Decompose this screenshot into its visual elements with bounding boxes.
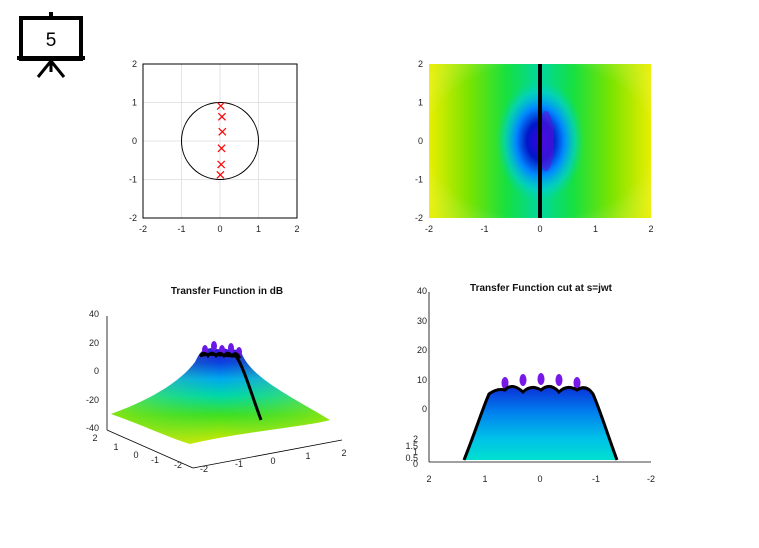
pole-marker — [216, 170, 225, 179]
cut-peak — [573, 377, 581, 389]
cut-peak — [537, 373, 545, 385]
pole-marker-stroke — [217, 144, 226, 153]
z-tick-label: -20 — [86, 395, 99, 405]
y-tick-label: 2 — [418, 59, 423, 69]
x-tick-label: -1 — [177, 224, 185, 234]
x-floor-axis — [192, 439, 343, 469]
z-tick-label: 40 — [417, 286, 427, 296]
x-tick-label: 0 — [537, 224, 542, 234]
x-tick-label: -2 — [200, 464, 208, 474]
y-tick-label: -1 — [151, 455, 159, 465]
cut-outline — [462, 385, 619, 461]
x-tick-label: 2 — [341, 448, 346, 458]
pole-marker — [218, 127, 227, 136]
y-tick-label: 1 — [132, 98, 137, 108]
pole-marker — [217, 112, 226, 121]
z-tick-label: -40 — [86, 423, 99, 433]
y-tick-label: 1 — [113, 442, 118, 452]
y-tick-label: 1 — [413, 447, 418, 457]
chart-title: Transfer Function cut at s=jwt — [470, 283, 613, 294]
y-tick-label: -1 — [129, 175, 137, 185]
pole-marker-stroke — [218, 127, 227, 136]
z-tick-label: 30 — [417, 316, 427, 326]
chart-title: Transfer Function in dB — [171, 286, 283, 297]
x-tick-label: -1 — [480, 224, 488, 234]
pole-marker-stroke — [216, 101, 225, 110]
unit-circle — [181, 102, 259, 180]
x-tick-label: 1 — [256, 224, 261, 234]
x-tick-label: 1 — [305, 451, 310, 461]
y-tick-label: 0 — [132, 136, 137, 146]
cut-peak — [519, 374, 527, 386]
y-tick-label: 0 — [133, 450, 138, 460]
y-tick-label: 2 — [132, 59, 137, 69]
y-tick-label: -1 — [415, 175, 423, 185]
surface-peak — [211, 341, 217, 351]
z-tick-label: 40 — [89, 309, 99, 319]
x-tick-label: -1 — [592, 474, 600, 484]
x-tick-label: -2 — [425, 224, 433, 234]
pole-marker-stroke — [217, 112, 226, 121]
y-tick-label: 1.5 — [405, 441, 418, 451]
y-tick-label: -2 — [174, 460, 182, 470]
x-tick-label: -2 — [647, 474, 655, 484]
pole-marker — [216, 101, 225, 110]
x-tick-label: 2 — [426, 474, 431, 484]
y-tick-label: 1 — [418, 98, 423, 108]
surface-shade — [111, 348, 330, 444]
pole-plot: -2 -1 0 1 2 -2 -1 0 1 2 — [129, 59, 300, 234]
x-tick-label: 0 — [537, 474, 542, 484]
pole-marker-stroke — [216, 170, 225, 179]
presentation-board-icon: 5 — [17, 12, 85, 78]
cut-peak — [555, 374, 563, 386]
z-tick-label: 0 — [422, 404, 427, 414]
x-tick-label: 1 — [593, 224, 598, 234]
y-tick-label: -2 — [415, 213, 423, 223]
slide-number: 5 — [46, 30, 57, 51]
y-tick-label: 0 — [413, 459, 418, 469]
y-tick-label: 0 — [418, 136, 423, 146]
pole-marker-stroke — [217, 160, 226, 169]
z-tick-label: 10 — [417, 375, 427, 385]
x-tick-label: -1 — [235, 459, 243, 469]
y-floor-axis — [106, 429, 194, 469]
y-tick-label: 2 — [413, 434, 418, 444]
z-tick-label: 20 — [89, 338, 99, 348]
z-tick-label: 20 — [417, 345, 427, 355]
y-tick-label: 0.5 — [405, 453, 418, 463]
x-tick-label: 0 — [270, 456, 275, 466]
x-tick-label: 2 — [294, 224, 299, 234]
cut-surface — [464, 386, 617, 460]
jw-cut-ridge — [198, 351, 242, 359]
plot-frame — [142, 63, 298, 219]
cut-3d-plot: Transfer Function cut at s=jwt4030201002… — [405, 283, 655, 484]
x-tick-label: 0 — [217, 224, 222, 234]
x-tick-label: 1 — [482, 474, 487, 484]
magnitude-heatmap: -2 -1 0 1 2 -2 -1 0 1 2 — [415, 59, 654, 234]
x-tick-label: -2 — [139, 224, 147, 234]
x-tick-label: 2 — [648, 224, 653, 234]
y-tick-label: 2 — [92, 433, 97, 443]
surface-peak — [228, 343, 234, 353]
pole-marker — [217, 160, 226, 169]
cut-peak — [501, 377, 509, 389]
z-tick-label: 0 — [94, 366, 99, 376]
y-tick-label: -2 — [129, 213, 137, 223]
pole-marker — [217, 144, 226, 153]
